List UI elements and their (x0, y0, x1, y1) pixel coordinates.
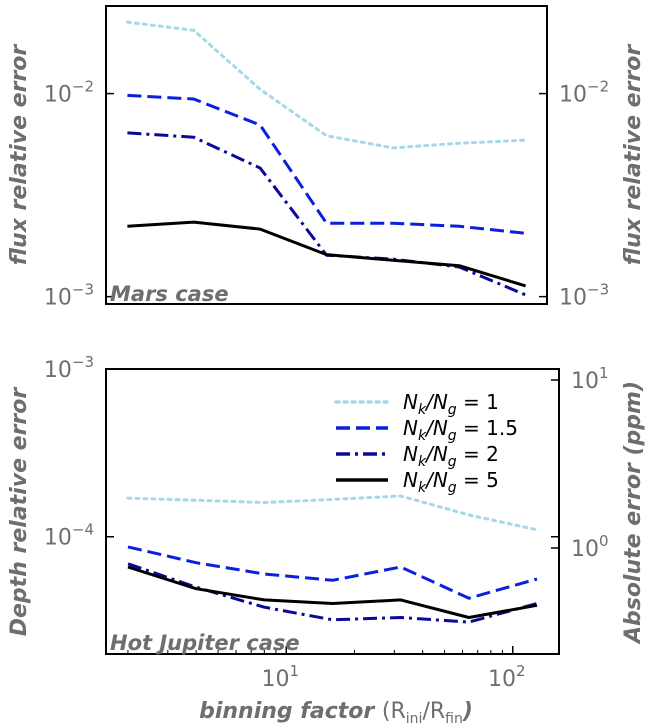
hot-jupiter-xtick-label-1: 102 (488, 662, 526, 692)
mars-ytick-label-0: 10−3 (44, 281, 94, 311)
hot-jupiter-series-line-1 (127, 545, 538, 600)
hot-jupiter-series-group (126, 494, 539, 624)
mars-ytick-label-right-1: 10−2 (559, 78, 609, 108)
mars-series-line-0 (125, 20, 528, 150)
mars-case-annotation: Mars case (110, 282, 229, 306)
hot-jupiter-series-line-0 (126, 494, 539, 532)
mars-series-line-2 (127, 131, 527, 297)
hot-jupiter-left-ylabel: Depth relative error (7, 387, 32, 637)
hot-jupiter-series-line-2 (127, 562, 538, 624)
mars-ytick-label-right-0: 10−3 (559, 281, 609, 311)
mars-panel: 10−3 10−3 10−2 10−2 Mars case flux relative… (7, 5, 646, 311)
legend-label-2: Nk/Ng = 2 (403, 442, 499, 470)
legend: Nk/Ng = 1Nk/Ng = 1.5Nk/Ng = 2Nk/Ng = 5 (334, 390, 518, 496)
mars-ytick-label-1: 10−2 (44, 78, 94, 108)
mars-left-ylabel: flux relative error (7, 44, 32, 266)
legend-label-1: Nk/Ng = 1.5 (403, 416, 518, 444)
legend-label-3: Nk/Ng = 5 (403, 468, 499, 496)
hot-jupiter-right-ylabel: Absolute error (ppm) (621, 381, 646, 645)
hot-jupiter-ytick-label-0: 10−4 (44, 521, 94, 551)
hot-jupiter-series-line-3 (127, 565, 538, 619)
mars-axes-frame (105, 5, 548, 305)
hot-jupiter-ytick-label-1: 10−3 (44, 353, 94, 383)
x-axis-label: binning factor (Rini/Rfin) (199, 699, 473, 727)
legend-label-0: Nk/Ng = 1 (403, 390, 499, 418)
mars-series-group (125, 20, 528, 297)
hot-jupiter-xtick-label-0: 101 (261, 662, 299, 692)
mars-series-line-1 (127, 93, 526, 235)
hot-jupiter-panel: 10−4 10−3 101 102 100 101 Hot Jupiter case De… (7, 353, 646, 727)
hot-jupiter-rtick-label-0: 100 (571, 532, 609, 562)
mars-right-ylabel: flux relative error (621, 44, 646, 266)
hot-jupiter-ticks-group: 10−4 10−3 101 102 100 101 (44, 353, 609, 692)
hot-jupiter-axes-frame (105, 368, 560, 655)
hot-jupiter-rtick-label-1: 101 (571, 364, 609, 394)
hot-jupiter-case-annotation: Hot Jupiter case (110, 631, 300, 655)
mars-series-line-3 (127, 220, 527, 288)
mars-ticks-group: 10−3 10−3 10−2 10−2 (44, 78, 609, 311)
